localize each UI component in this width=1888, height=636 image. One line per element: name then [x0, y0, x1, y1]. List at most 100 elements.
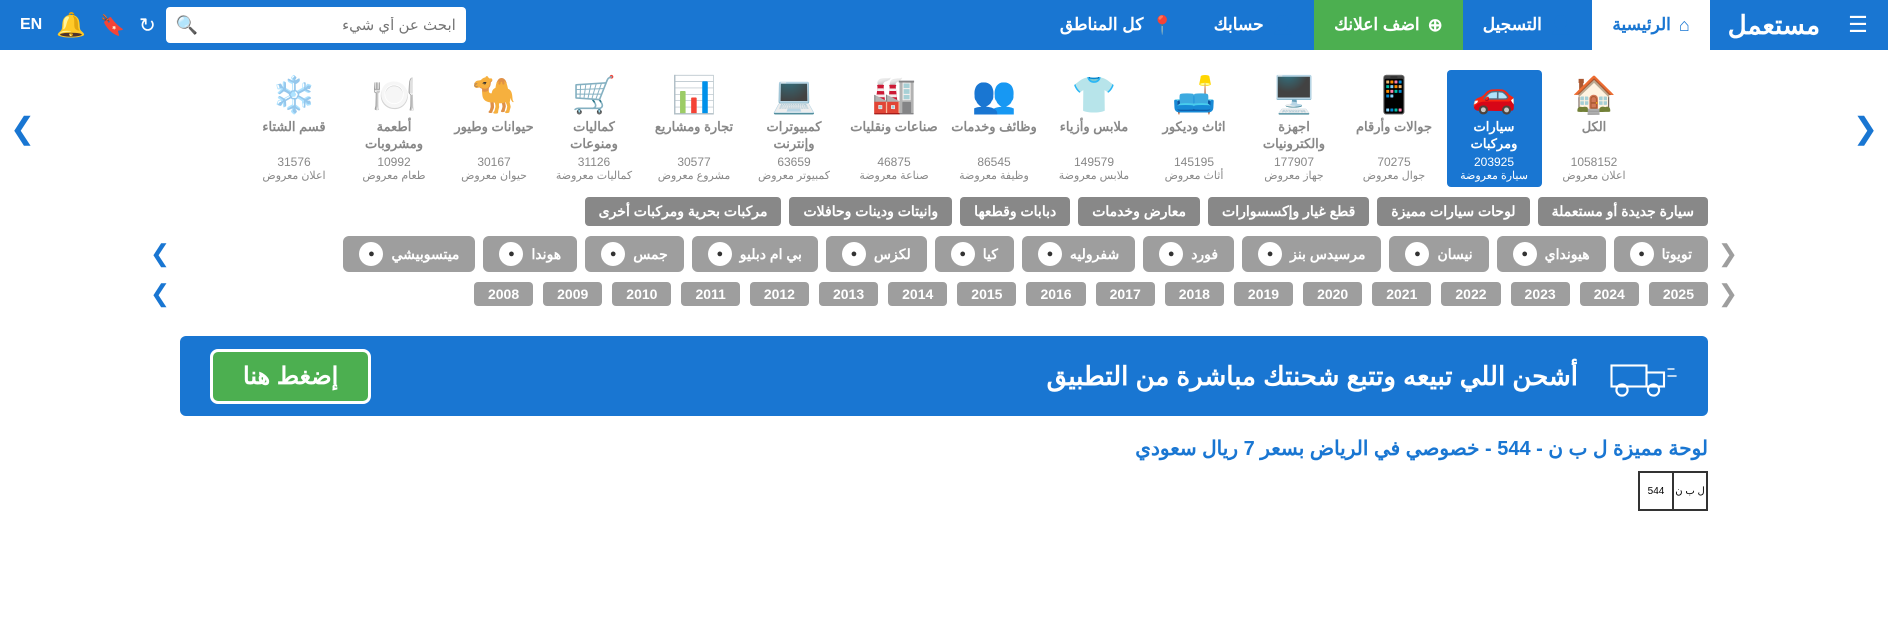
year-pill[interactable]: 2011 [681, 282, 739, 306]
category-icon: 🖥️ [1249, 75, 1340, 115]
category-card[interactable]: 🛋️ اثاث وديكور 145195 أثاث معروض [1147, 70, 1242, 187]
year-pill[interactable]: 2023 [1511, 282, 1570, 306]
brand-name: هيونداي [1545, 246, 1590, 263]
subtab[interactable]: سيارة جديدة أو مستعملة [1538, 197, 1708, 226]
category-card[interactable]: 🏠 الكل 1058152 اعلان معروض [1547, 70, 1642, 187]
year-pill[interactable]: 2019 [1234, 282, 1293, 306]
refresh-icon[interactable]: ↻ [139, 13, 156, 38]
categories-prev-arrow[interactable]: ❮ [1853, 111, 1878, 146]
brand-pill[interactable]: شفروليه● [1022, 236, 1135, 272]
brand-pill[interactable]: نيسان ● [1389, 236, 1488, 272]
category-title: الكل [1549, 119, 1640, 153]
nav-signup[interactable]: 👤 التسجيل [1463, 0, 1593, 50]
category-card[interactable]: ❄️ قسم الشتاء 31576 اعلان معروض [247, 70, 342, 187]
category-title: صناعات ونقليات [849, 119, 940, 153]
subtab[interactable]: قطع غيار وإكسسوارات [1208, 197, 1369, 226]
brand-pill[interactable]: لكزس● [826, 236, 927, 272]
brands-next-arrow[interactable]: ❯ [150, 240, 170, 269]
brand-pill[interactable]: هيونداي● [1497, 236, 1606, 272]
brand-name: شفروليه [1070, 246, 1119, 263]
category-card[interactable]: 🖥️ اجهزة والكترونيات 177907 جهاز معروض [1247, 70, 1342, 187]
year-pill[interactable]: 2021 [1372, 282, 1431, 306]
search-icon[interactable]: 🔍 [176, 15, 198, 36]
bookmark-icon[interactable]: 🔖 [100, 13, 125, 38]
brands-row: تويوتا●هيونداي●نيسان●مرسيدس بنز●فورد●شفر… [180, 236, 1708, 272]
year-pill[interactable]: 2017 [1096, 282, 1155, 306]
brand-pill[interactable]: ميتسوبيشي● [343, 236, 475, 272]
subtab[interactable]: لوحات سيارات مميزة [1377, 197, 1529, 226]
brand-name: لكزس [874, 246, 911, 263]
nav-add-ad[interactable]: ⊕ اضف اعلانك [1314, 0, 1463, 50]
brand-pill[interactable]: بي ام دبليو● [692, 236, 818, 272]
year-pill[interactable]: 2014 [888, 282, 947, 306]
category-icon: 📱 [1349, 75, 1440, 115]
brand-name: نيسان [1437, 246, 1472, 263]
brand-logo-icon: ● [1405, 242, 1429, 266]
subtab[interactable]: وانيتات ودينات وحافلات [789, 197, 952, 226]
category-card[interactable]: 📱 جوالات وأرقام 70275 جوال معروض [1347, 70, 1442, 187]
category-title: ملابس وأزياء [1049, 119, 1140, 153]
year-pill[interactable]: 2020 [1303, 282, 1362, 306]
subtab[interactable]: دبابات وقطعها [960, 197, 1070, 226]
year-pill[interactable]: 2013 [819, 282, 878, 306]
year-pill[interactable]: 2015 [957, 282, 1016, 306]
category-count: 30167 [449, 155, 540, 169]
brand-pill[interactable]: تويوتا● [1614, 236, 1708, 272]
category-card[interactable]: 💻 كمبيوترات وإنترنت 63659 كمبيوتر معروض [747, 70, 842, 187]
menu-icon[interactable]: ☰ [1838, 12, 1878, 38]
brand-name: بي ام دبليو [740, 246, 802, 263]
category-card[interactable]: 🚗 سيارات ومركبات 203925 سيارة معروضة [1447, 70, 1542, 187]
location-icon: 📍 [1151, 15, 1173, 36]
category-count: 63659 [749, 155, 840, 169]
category-card[interactable]: 📊 تجارة ومشاريع 30577 مشروع معروض [647, 70, 742, 187]
nav-home[interactable]: ⌂ الرئيسية [1592, 0, 1709, 50]
brand-name: فورد [1191, 246, 1218, 263]
category-count: 145195 [1149, 155, 1240, 169]
category-card[interactable]: 🍽️ أطعمة ومشروبات 10992 طعام معروض [347, 70, 442, 187]
brand-pill[interactable]: فورد● [1143, 236, 1234, 272]
brand-logo-icon: ● [1258, 242, 1282, 266]
brand-name: تويوتا [1662, 246, 1692, 263]
brand-pill[interactable]: مرسيدس بنز● [1242, 236, 1381, 272]
brand-logo-icon: ● [359, 242, 383, 266]
nav-regions[interactable]: 📍 كل المناطق [1040, 0, 1194, 50]
logo[interactable]: مستعمل [1710, 0, 1838, 50]
brand-pill[interactable]: هوندا● [483, 236, 577, 272]
year-pill[interactable]: 2010 [612, 282, 671, 306]
category-count: 203925 [1449, 155, 1540, 169]
subtab[interactable]: معارض وخدمات [1078, 197, 1200, 226]
category-card[interactable]: 👕 ملابس وأزياء 149579 ملابس معروضة [1047, 70, 1142, 187]
year-pill[interactable]: 2012 [750, 282, 809, 306]
subtab[interactable]: مركبات بحرية ومركبات أخرى [585, 197, 782, 226]
year-pill[interactable]: 2016 [1026, 282, 1085, 306]
search-input[interactable] [198, 17, 456, 34]
category-count: 177907 [1249, 155, 1340, 169]
category-subtitle: كماليات معروضة [549, 169, 640, 182]
categories-next-arrow[interactable]: ❯ [10, 111, 35, 146]
category-subtitle: جوال معروض [1349, 169, 1440, 182]
category-icon: 🛋️ [1149, 75, 1240, 115]
category-card[interactable]: 🏭 صناعات ونقليات 46875 صناعة معروضة [847, 70, 942, 187]
years-next-arrow[interactable]: ❯ [150, 280, 170, 309]
category-title: أطعمة ومشروبات [349, 119, 440, 153]
year-pill[interactable]: 2025 [1649, 282, 1708, 306]
brand-pill[interactable]: جمس● [585, 236, 684, 272]
nav-add-ad-label: اضف اعلانك [1334, 15, 1420, 35]
category-card[interactable]: 🐪 حيوانات وطيور 30167 حيوان معروض [447, 70, 542, 187]
banner-cta-button[interactable]: إضغط هنا [210, 349, 371, 404]
year-pill[interactable]: 2022 [1441, 282, 1500, 306]
language-toggle[interactable]: EN [20, 16, 42, 34]
year-pill[interactable]: 2009 [543, 282, 602, 306]
category-card[interactable]: 🛒 كماليات ومنوعات 31126 كماليات معروضة [547, 70, 642, 187]
brand-pill[interactable]: كيا● [935, 236, 1014, 272]
brands-prev-arrow[interactable]: ❮ [1718, 240, 1738, 269]
year-pill[interactable]: 2024 [1580, 282, 1639, 306]
year-pill[interactable]: 2008 [474, 282, 533, 306]
year-pill[interactable]: 2018 [1165, 282, 1224, 306]
category-card[interactable]: 👥 وظائف وخدمات 86545 وظيفة معروضة [947, 70, 1042, 187]
banner-text: أشحن اللي تبيعه وتتبع شحنتك مباشرة من ال… [401, 361, 1578, 392]
license-plate-preview: ل ب ن 544 [1638, 471, 1708, 511]
nav-account[interactable]: 👤 حسابك [1194, 0, 1314, 50]
bell-icon[interactable]: 🔔 [56, 11, 86, 40]
years-prev-arrow[interactable]: ❮ [1718, 280, 1738, 309]
